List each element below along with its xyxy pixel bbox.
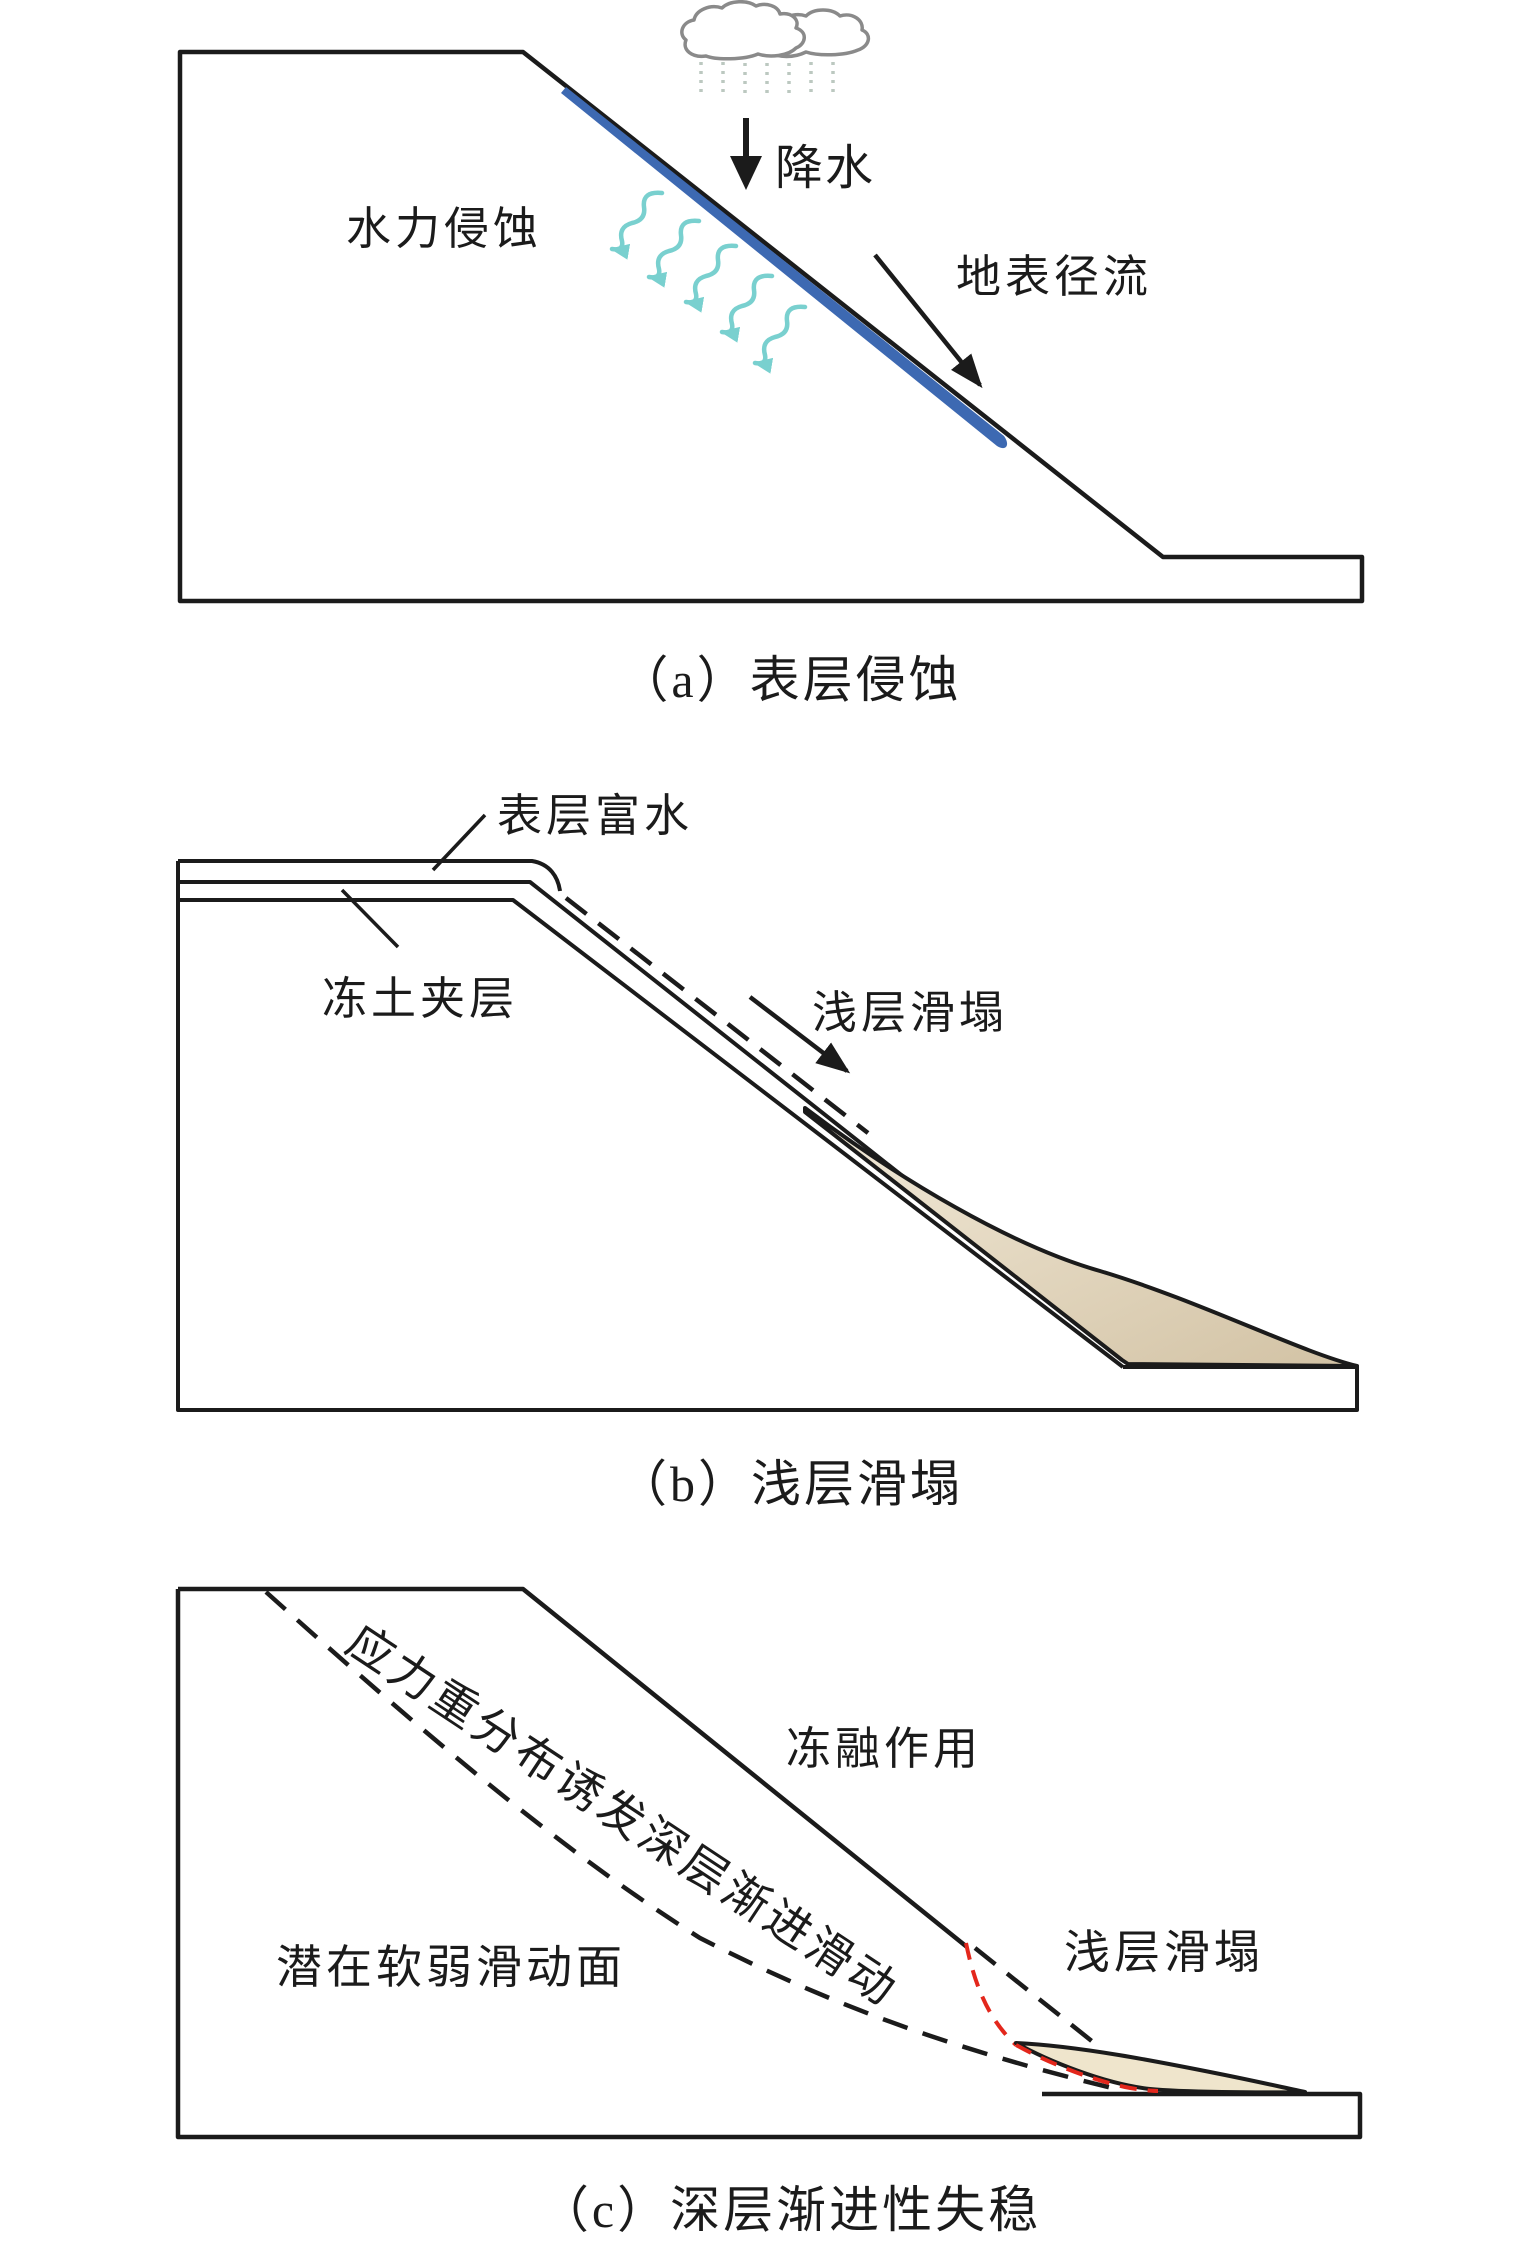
shallow-slide-label-c: 浅层滑塌 [1064,1927,1264,1978]
caption-panel-c: （c）深层渐进性失稳 [538,2182,1042,2238]
caption-panel-a: （a）表层侵蚀 [618,652,962,708]
rain-streaks [699,62,835,98]
water-film [561,87,1008,449]
shallow-slide-arrow-b [748,995,851,1074]
caption-panel-b: （b）浅层滑塌 [617,1456,963,1512]
lens-rupture-red [1015,2043,1159,2093]
deep-sliding-surface-dashed [264,1590,1113,2091]
frozen-layer-leader [340,888,400,949]
slide-deposit [803,1106,1359,1368]
surface-water-leader [431,813,487,872]
freeze-thaw-label: 冻融作用 [786,1724,983,1774]
erosion-wave-arrows [609,190,808,374]
original-surface-dashed [564,896,870,1135]
panel-a-slope-outline [177,49,1365,604]
runoff-arrow [873,253,983,389]
precipitation-arrow [730,118,762,190]
rupture-curve-red [964,1942,1018,2047]
debris-lens [1014,2041,1307,2095]
surface-water-label: 表层富水 [497,791,694,841]
frozen-layer-label: 冻土夹层 [322,974,519,1024]
shallow-slide-label-b: 浅层滑塌 [812,988,1009,1038]
surface-runoff-label: 地表径流 [956,252,1153,302]
weak-sliding-surface-label: 潜在软弱滑动面 [276,1942,626,1993]
rain-label: 降水 [775,142,876,195]
shallow-slide-surface-dashed [973,1946,1100,2048]
hydraulic-erosion-label: 水力侵蚀 [346,204,543,254]
rain-cloud-icon [680,0,871,61]
